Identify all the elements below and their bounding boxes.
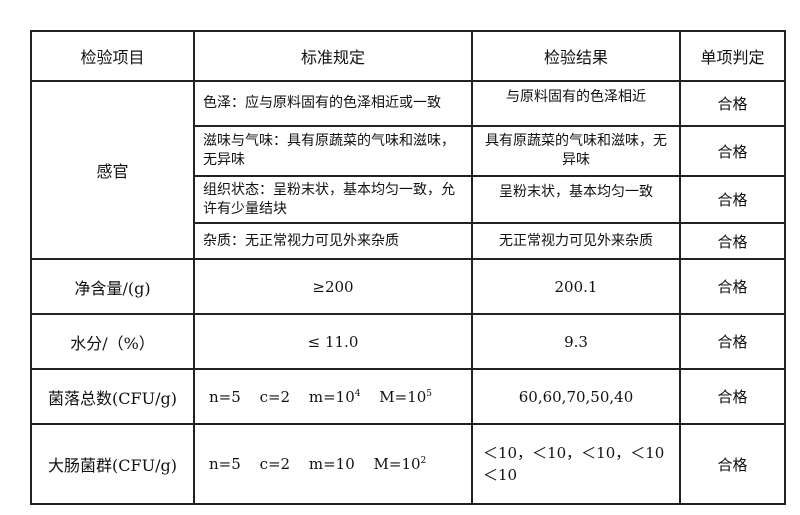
m-value: m=10 (308, 387, 355, 406)
coliform-result: ＜10，＜10，＜10，＜10 ＜10 (471, 423, 681, 505)
table-row: 菌落总数(CFU/g) n=5 c=2 m=104 M=105 60,60,70… (30, 368, 786, 425)
header-row: 检验项目 标准规定 检验结果 单项判定 (30, 30, 786, 82)
result-cell: 与原料固有的色泽相近 (471, 80, 681, 127)
standard-cell: 杂质：无正常视力可见外来杂质 (193, 222, 473, 260)
result-cell: 具有原蔬菜的气味和滋味，无异味 (471, 125, 681, 177)
judgement-cell: 合格 (679, 125, 786, 177)
moisture-standard: ≤ 11.0 (193, 313, 473, 370)
colony-result: 60,60,70,50,40 (471, 368, 681, 425)
colony-standard: n=5 c=2 m=104 M=105 (193, 368, 473, 425)
moisture-judgement: 合格 (679, 313, 786, 370)
M-exponent: 5 (426, 388, 433, 399)
M-value: M=10 (379, 387, 427, 406)
standard-cell: 色泽：应与原料固有的色泽相近或一致 (193, 80, 473, 127)
net-item: 净含量/(g) (30, 258, 195, 315)
result-cell: 无正常视力可见外来杂质 (471, 222, 681, 260)
n-value: n=5 (209, 455, 241, 473)
coliform-judgement: 合格 (679, 423, 786, 505)
coliform-item: 大肠菌群(CFU/g) (30, 423, 195, 505)
header-standard: 标准规定 (193, 30, 473, 82)
table-row: 杂质：无正常视力可见外来杂质 无正常视力可见外来杂质 合格 (31, 222, 786, 260)
colony-item: 菌落总数(CFU/g) (30, 368, 195, 425)
judgement-cell: 合格 (679, 175, 786, 224)
coliform-standard: n=5 c=2 m=10 M=102 (193, 423, 473, 505)
header-item: 检验项目 (30, 30, 195, 82)
net-result: 200.1 (471, 258, 681, 315)
table-row: 水分/（%） ≤ 11.0 9.3 合格 (30, 313, 786, 370)
m-exponent: 4 (354, 388, 361, 399)
table-row: 净含量/(g) ≥200 200.1 合格 (30, 258, 786, 315)
table-row: 滋味与气味：具有原蔬菜的气味和滋味，无异味 具有原蔬菜的气味和滋味，无异味 合格 (31, 125, 786, 177)
judgement-cell: 合格 (679, 222, 786, 260)
moisture-result: 9.3 (471, 313, 681, 370)
M-exponent: 2 (420, 456, 427, 466)
M-value: M=10 (373, 455, 421, 473)
c-value: c=2 (259, 387, 291, 406)
net-judgement: 合格 (679, 258, 786, 315)
table-row: 组织状态：呈粉末状，基本均匀一致，允许有少量结块 呈粉末状，基本均匀一致 合格 (31, 175, 786, 224)
table-row: 大肠菌群(CFU/g) n=5 c=2 m=10 M=102 ＜10，＜10，＜… (30, 423, 786, 505)
result-cell: 呈粉末状，基本均匀一致 (471, 175, 681, 224)
standard-cell: 组织状态：呈粉末状，基本均匀一致，允许有少量结块 (193, 175, 473, 224)
table-row: 感官 色泽：应与原料固有的色泽相近或一致 与原料固有的色泽相近 合格 (30, 80, 786, 260)
c-value: c=2 (259, 455, 291, 473)
header-result: 检验结果 (471, 30, 681, 82)
moisture-item: 水分/（%） (30, 313, 195, 370)
header-judgement: 单项判定 (679, 30, 786, 82)
colony-judgement: 合格 (679, 368, 786, 425)
sensory-item: 感官 (30, 80, 195, 260)
n-value: n=5 (209, 387, 241, 406)
net-standard: ≥200 (193, 258, 473, 315)
judgement-cell: 合格 (679, 80, 786, 127)
standard-cell: 滋味与气味：具有原蔬菜的气味和滋味，无异味 (193, 125, 473, 177)
inspection-table: 检验项目 标准规定 检验结果 单项判定 感官 色泽：应与原料固有的色泽相近或一致… (30, 30, 786, 505)
m-value: m=10 (308, 455, 355, 473)
